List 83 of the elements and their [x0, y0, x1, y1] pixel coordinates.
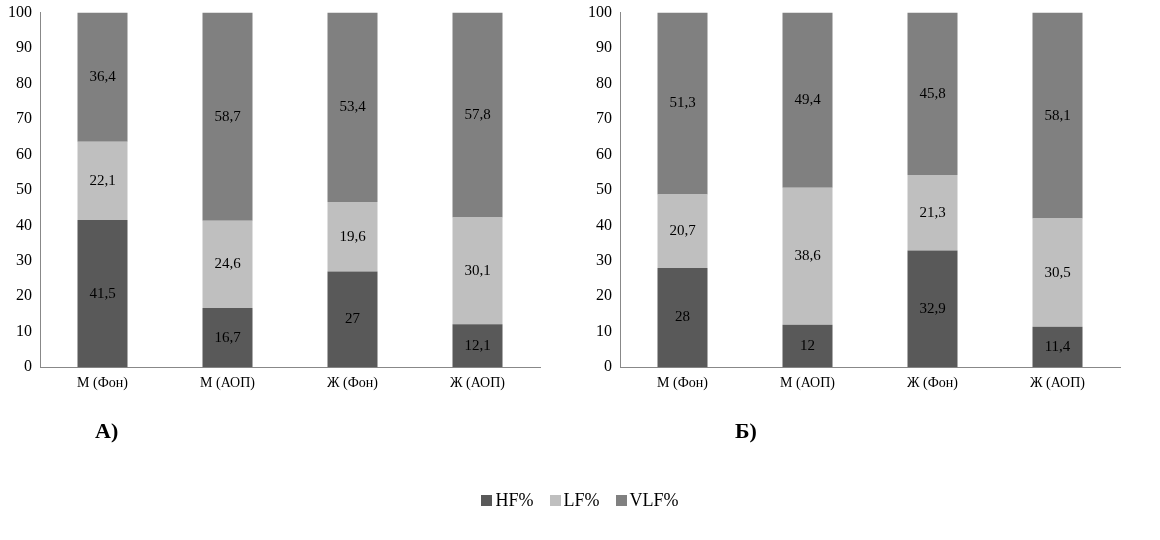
data-label: 21,3 [919, 203, 946, 220]
y-tick-label: 20 [596, 286, 612, 304]
x-tick-label: М (АОП) [200, 375, 256, 392]
legend-label: VLF% [628, 490, 679, 511]
y-tick-label: 60 [16, 144, 32, 162]
bar [452, 217, 503, 325]
y-tick-label: 100 [588, 2, 612, 20]
bar [907, 250, 958, 368]
data-label: 12,1 [464, 336, 491, 353]
bar [77, 220, 128, 368]
data-label: 16,7 [214, 328, 242, 345]
bar [202, 12, 253, 221]
bar [452, 12, 503, 218]
x-tick-label: Ж (Фон) [327, 375, 379, 392]
data-label: 51,3 [669, 94, 696, 111]
bar [327, 201, 378, 272]
y-tick-label: 90 [596, 38, 612, 56]
data-label: 20,7 [669, 222, 697, 239]
y-tick-label: 50 [16, 180, 32, 198]
y-tick-label: 0 [604, 357, 612, 375]
bar [657, 267, 708, 368]
bar [657, 12, 708, 195]
data-label: 38,6 [794, 247, 822, 264]
x-tick-label: Ж (Фон) [907, 375, 959, 392]
y-tick-label: 80 [596, 73, 612, 91]
y-tick-label: 80 [16, 73, 32, 91]
bar [327, 12, 378, 202]
y-tick-label: 10 [596, 321, 612, 339]
bar [1032, 218, 1083, 327]
y-tick-label: 40 [596, 215, 612, 233]
bar [77, 12, 128, 142]
y-tick-label: 20 [16, 286, 32, 304]
data-label: 36,4 [89, 68, 117, 85]
data-label: 19,6 [339, 227, 367, 244]
y-tick-label: 90 [16, 38, 32, 56]
x-tick-label: М (Фон) [77, 375, 129, 392]
x-tick-label: М (АОП) [780, 375, 836, 392]
data-label: 53,4 [339, 98, 367, 115]
bar [907, 12, 958, 176]
bar [77, 141, 128, 221]
bar [327, 271, 378, 368]
y-tick-label: 50 [596, 180, 612, 198]
legend-label: HF% [494, 490, 534, 511]
data-label: 22,1 [89, 171, 116, 188]
x-tick-label: Ж (АОП) [1029, 375, 1086, 392]
data-label: 57,8 [464, 106, 491, 123]
data-label: 24,6 [214, 255, 242, 272]
data-label: 11,4 [1044, 337, 1071, 354]
bar [782, 187, 833, 325]
y-tick-label: 10 [16, 321, 32, 339]
bar [782, 12, 833, 188]
text: А) [95, 418, 119, 444]
x-tick-label: Ж (АОП) [449, 375, 506, 392]
x-tick-label: М (Фон) [657, 375, 709, 392]
bar [202, 307, 253, 368]
bar [907, 175, 958, 251]
bar [1032, 326, 1083, 368]
bar [1032, 12, 1083, 219]
data-label: 28 [675, 308, 690, 325]
y-tick-label: 70 [596, 109, 612, 127]
y-tick-label: 60 [596, 144, 612, 162]
data-label: 30,1 [464, 261, 491, 278]
bar [452, 324, 503, 368]
y-tick-label: 100 [8, 2, 32, 20]
bar [782, 324, 833, 368]
y-tick-label: 0 [24, 357, 32, 375]
data-label: 32,9 [919, 299, 946, 316]
data-label: 41,5 [89, 284, 116, 301]
data-label: 49,4 [794, 91, 822, 108]
data-label: 12 [800, 336, 815, 353]
data-label: 58,1 [1044, 106, 1071, 123]
y-tick-label: 40 [16, 215, 32, 233]
bar [202, 220, 253, 308]
text: Б) [735, 418, 757, 444]
data-label: 58,7 [214, 107, 242, 124]
data-label: 45,8 [919, 84, 946, 101]
data-label: 27 [345, 310, 361, 327]
bar [657, 194, 708, 268]
y-tick-label: 70 [16, 109, 32, 127]
legend-label: LF% [562, 490, 600, 511]
data-label: 30,5 [1044, 263, 1071, 280]
y-tick-label: 30 [16, 251, 32, 269]
y-tick-label: 30 [596, 251, 612, 269]
